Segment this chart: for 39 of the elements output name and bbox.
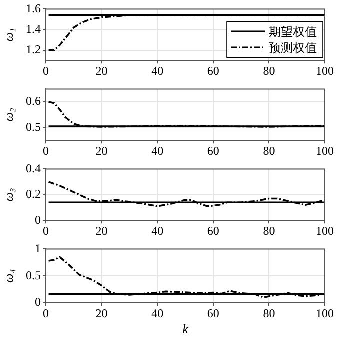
x-tick-label: 20 <box>96 224 108 238</box>
y-tick-label: 0 <box>35 212 41 227</box>
x-tick-label: 20 <box>96 64 108 78</box>
y-tick-label: 0.5 <box>26 120 41 134</box>
x-tick-label: 60 <box>207 64 220 78</box>
y-tick-label: 0.5 <box>26 268 41 282</box>
y-tick-label: 1.4 <box>26 22 41 36</box>
x-tick-label: 80 <box>263 144 276 158</box>
y-tick-label: 1 <box>35 241 41 256</box>
x-tick-label: 20 <box>96 306 108 320</box>
y-axis-title: ω₄ <box>1 268 16 283</box>
y-tick-label: 1.6 <box>26 1 41 16</box>
y-tick-label: 0.6 <box>26 94 41 108</box>
y-axis-title: ω₂ <box>1 108 16 122</box>
x-tick-label: 40 <box>152 144 164 158</box>
y-axis-title: ω₁ <box>1 28 16 42</box>
x-tick-label: 100 <box>316 64 334 78</box>
x-tick-label: 100 <box>316 306 334 320</box>
x-tick-label: 100 <box>316 144 334 158</box>
x-tick-label: 100 <box>316 224 334 238</box>
legend-label: 期望权值 <box>269 24 317 39</box>
x-tick-label: 80 <box>263 64 276 78</box>
y-tick-label: 1.2 <box>26 42 41 56</box>
x-tick-label: 40 <box>152 64 164 78</box>
y-axis-title: ω₃ <box>1 188 16 202</box>
x-tick-label: 60 <box>207 306 220 320</box>
x-tick-label: 80 <box>263 306 276 320</box>
legend-label: 预测权值 <box>269 40 317 55</box>
y-tick-label: 0 <box>35 295 41 310</box>
x-axis-title: k <box>182 322 189 337</box>
x-tick-label: 60 <box>207 224 220 238</box>
y-tick-label: 0.2 <box>26 187 41 202</box>
x-tick-label: 60 <box>207 144 220 158</box>
x-tick-label: 40 <box>152 224 164 238</box>
x-tick-label: 20 <box>96 144 108 158</box>
x-tick-label: 40 <box>152 306 164 320</box>
x-tick-label: 80 <box>263 224 276 238</box>
line-series <box>48 181 325 208</box>
y-tick-label: 0.4 <box>26 161 41 176</box>
